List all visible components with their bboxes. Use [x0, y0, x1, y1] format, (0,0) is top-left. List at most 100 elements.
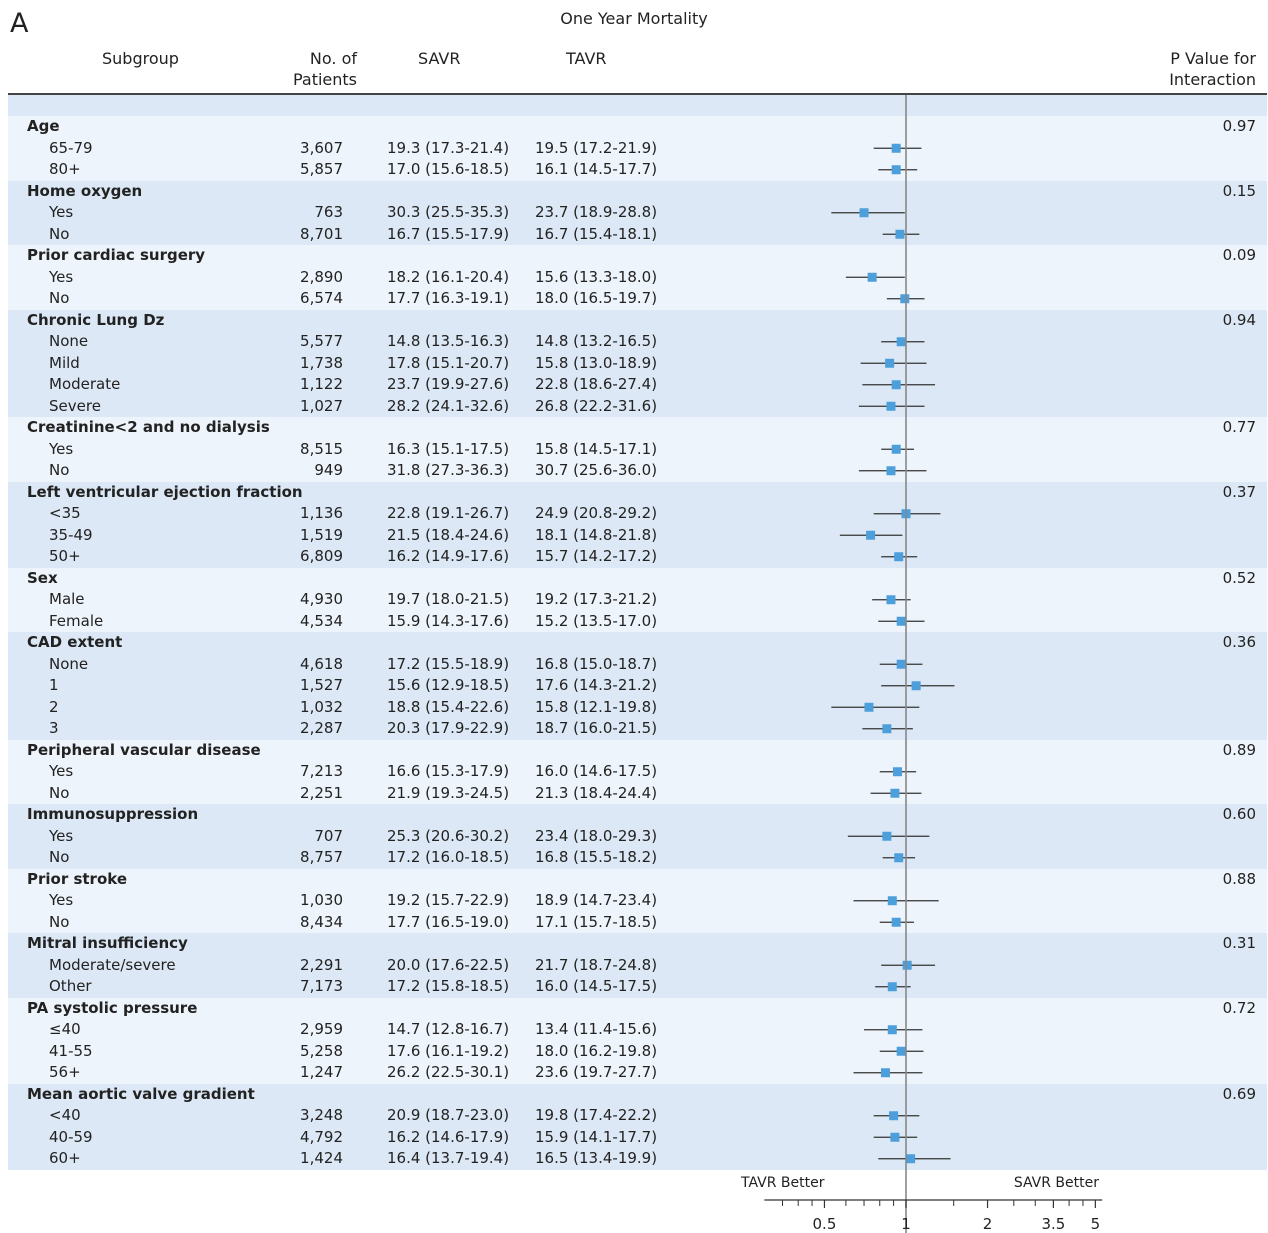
category-label: Yes: [49, 267, 74, 286]
patient-count: 4,618: [300, 654, 343, 673]
tavr-rate: 24.9 (20.8-29.2): [535, 504, 658, 522]
subgroup-header-row: Home oxygen 0.15: [8, 180, 1267, 202]
subgroup-label: Age: [27, 117, 60, 135]
category-label: No: [49, 912, 70, 931]
savr-rate: 21.9 (19.3-24.5): [387, 783, 510, 802]
savr-rate: 16.6 (15.3-17.9): [387, 762, 510, 780]
p-value: 0.94: [1222, 310, 1256, 329]
savr-rate: 31.8 (27.3-36.3): [387, 461, 510, 479]
point-estimate-marker: [866, 530, 876, 540]
subgroup-header-row: PA systolic pressure 0.72: [8, 997, 1267, 1019]
savr-rate: 17.6 (16.1-19.2): [387, 1041, 510, 1060]
category-label: <35: [49, 504, 81, 522]
p-value: 0.97: [1222, 117, 1256, 135]
point-estimate-marker: [906, 1154, 916, 1164]
subgroup-label: Peripheral vascular disease: [27, 740, 261, 759]
table-row: Yes 763 30.3 (25.5-35.3) 23.7 (18.9-28.8): [8, 202, 1267, 224]
point-estimate-marker: [859, 208, 869, 218]
patient-count: 2,959: [300, 1020, 343, 1038]
category-label: None: [49, 332, 89, 350]
table-row: No 6,574 17.7 (16.3-19.1) 18.0 (16.5-19.7): [8, 288, 1267, 310]
savr-rate: 21.5 (18.4-24.6): [387, 525, 510, 544]
table-row: 2 1,032 18.8 (15.4-22.6) 15.8 (12.1-19.8): [8, 696, 1267, 718]
patient-count: 6,809: [300, 547, 343, 565]
savr-rate: 16.4 (13.7-19.4): [387, 1149, 510, 1167]
subgroup-header-row: Prior stroke 0.88: [8, 868, 1267, 890]
savr-rate: 30.3 (25.5-35.3): [387, 203, 510, 221]
subgroup-label: Mean aortic valve gradient: [27, 1084, 255, 1103]
point-estimate-marker: [880, 1068, 890, 1078]
p-value: 0.31: [1222, 934, 1256, 952]
savr-rate: 16.3 (15.1-17.5): [387, 439, 510, 458]
category-label: Yes: [49, 762, 74, 780]
savr-rate: 16.2 (14.6-17.9): [387, 1127, 510, 1146]
category-label: No: [49, 289, 70, 307]
point-estimate-marker: [885, 358, 895, 368]
savr-rate: 17.2 (15.5-18.9): [387, 654, 510, 673]
category-label: 60+: [49, 1149, 81, 1167]
table-row: <40 3,248 20.9 (18.7-23.0) 19.8 (17.4-22.2): [8, 1105, 1267, 1127]
point-estimate-marker: [896, 337, 906, 347]
savr-rate: 19.3 (17.3-21.4): [387, 138, 510, 157]
savr-rate: 14.8 (13.5-16.3): [387, 332, 510, 350]
column-header-n: No. of Patients: [275, 48, 357, 90]
point-estimate-marker: [886, 595, 896, 605]
column-header-tavr: TAVR: [566, 49, 607, 68]
patient-count: 8,701: [300, 224, 343, 243]
table-row: Female 4,534 15.9 (14.3-17.6) 15.2 (13.5-17…: [8, 610, 1267, 632]
tavr-rate: 23.4 (18.0-29.3): [535, 826, 658, 845]
table-row: ≤40 2,959 14.7 (12.8-16.7) 13.4 (11.4-15.6): [8, 1019, 1267, 1041]
x-tick-label: 1: [901, 1215, 911, 1233]
tavr-rate: 15.2 (13.5-17.0): [535, 611, 658, 630]
table-row: 80+ 5,857 17.0 (15.6-18.5) 16.1 (14.5-17.7): [8, 159, 1267, 181]
point-estimate-marker: [896, 659, 906, 669]
table-row: 3 2,287 20.3 (17.9-22.9) 18.7 (16.0-21.5): [8, 718, 1267, 740]
patient-count: 2,291: [300, 955, 343, 974]
patient-count: 3,248: [300, 1106, 343, 1124]
tavr-rate: 19.8 (17.4-22.2): [535, 1106, 658, 1124]
x-tick-label: 0.5: [813, 1215, 837, 1233]
category-label: 35-49: [49, 525, 93, 544]
subgroup-header-row: Immunosuppression 0.60: [8, 804, 1267, 826]
p-value: 0.09: [1222, 246, 1256, 264]
category-label: ≤40: [49, 1020, 81, 1038]
patient-count: 4,930: [300, 590, 343, 608]
table-row: 56+ 1,247 26.2 (22.5-30.1) 23.6 (19.7-27.7): [8, 1062, 1267, 1084]
table-row: 40-59 4,792 16.2 (14.6-17.9) 15.9 (14.1-17.…: [8, 1126, 1267, 1148]
table-row: 35-49 1,519 21.5 (18.4-24.6) 18.1 (14.8-21.…: [8, 524, 1267, 546]
savr-rate: 17.2 (15.8-18.5): [387, 977, 510, 995]
category-label: Yes: [49, 203, 74, 221]
x-tick-label: 2: [983, 1215, 993, 1233]
point-estimate-marker: [892, 767, 902, 777]
point-estimate-marker: [895, 229, 905, 239]
category-label: Yes: [49, 826, 74, 845]
table-row: Mild 1,738 17.8 (15.1-20.7) 15.8 (13.0-18.9…: [8, 352, 1267, 374]
patient-count: 8,434: [300, 912, 343, 931]
category-label: Male: [49, 590, 85, 608]
patient-count: 5,857: [300, 160, 343, 178]
table-row: None 4,618 17.2 (15.5-18.9) 16.8 (15.0-18.7…: [8, 653, 1267, 675]
subgroup-label: CAD extent: [27, 633, 123, 651]
category-label: Other: [49, 977, 92, 995]
table-row: Yes 7,213 16.6 (15.3-17.9) 16.0 (14.6-17.5): [8, 761, 1267, 783]
patient-count: 4,534: [300, 611, 343, 630]
patient-count: 1,030: [300, 891, 343, 909]
savr-rate: 20.3 (17.9-22.9): [387, 719, 510, 737]
patient-count: 4,792: [300, 1127, 343, 1146]
tavr-rate: 15.7 (14.2-17.2): [535, 547, 658, 565]
subgroup-label: Prior stroke: [27, 869, 128, 888]
column-header-savr: SAVR: [418, 49, 461, 68]
forest-table: Age 0.97 65-79 3,607 19.3 (17.3-21.4) 19.5 (1…: [8, 95, 1267, 1170]
patient-count: 7,213: [300, 762, 343, 780]
tavr-rate: 14.8 (13.2-16.5): [535, 332, 658, 350]
point-estimate-marker: [890, 1132, 900, 1142]
patient-count: 1,122: [300, 375, 343, 393]
subgroup-header-row: CAD extent 0.36: [8, 632, 1267, 654]
point-estimate-marker: [882, 831, 892, 841]
point-estimate-marker: [889, 1111, 899, 1121]
panel-letter: A: [10, 8, 29, 39]
table-row: Moderate/severe 2,291 20.0 (17.6-22.5) 21.7…: [8, 954, 1267, 976]
category-label: Moderate: [49, 375, 121, 393]
subgroup-header-row: Mean aortic valve gradient 0.69: [8, 1083, 1267, 1105]
